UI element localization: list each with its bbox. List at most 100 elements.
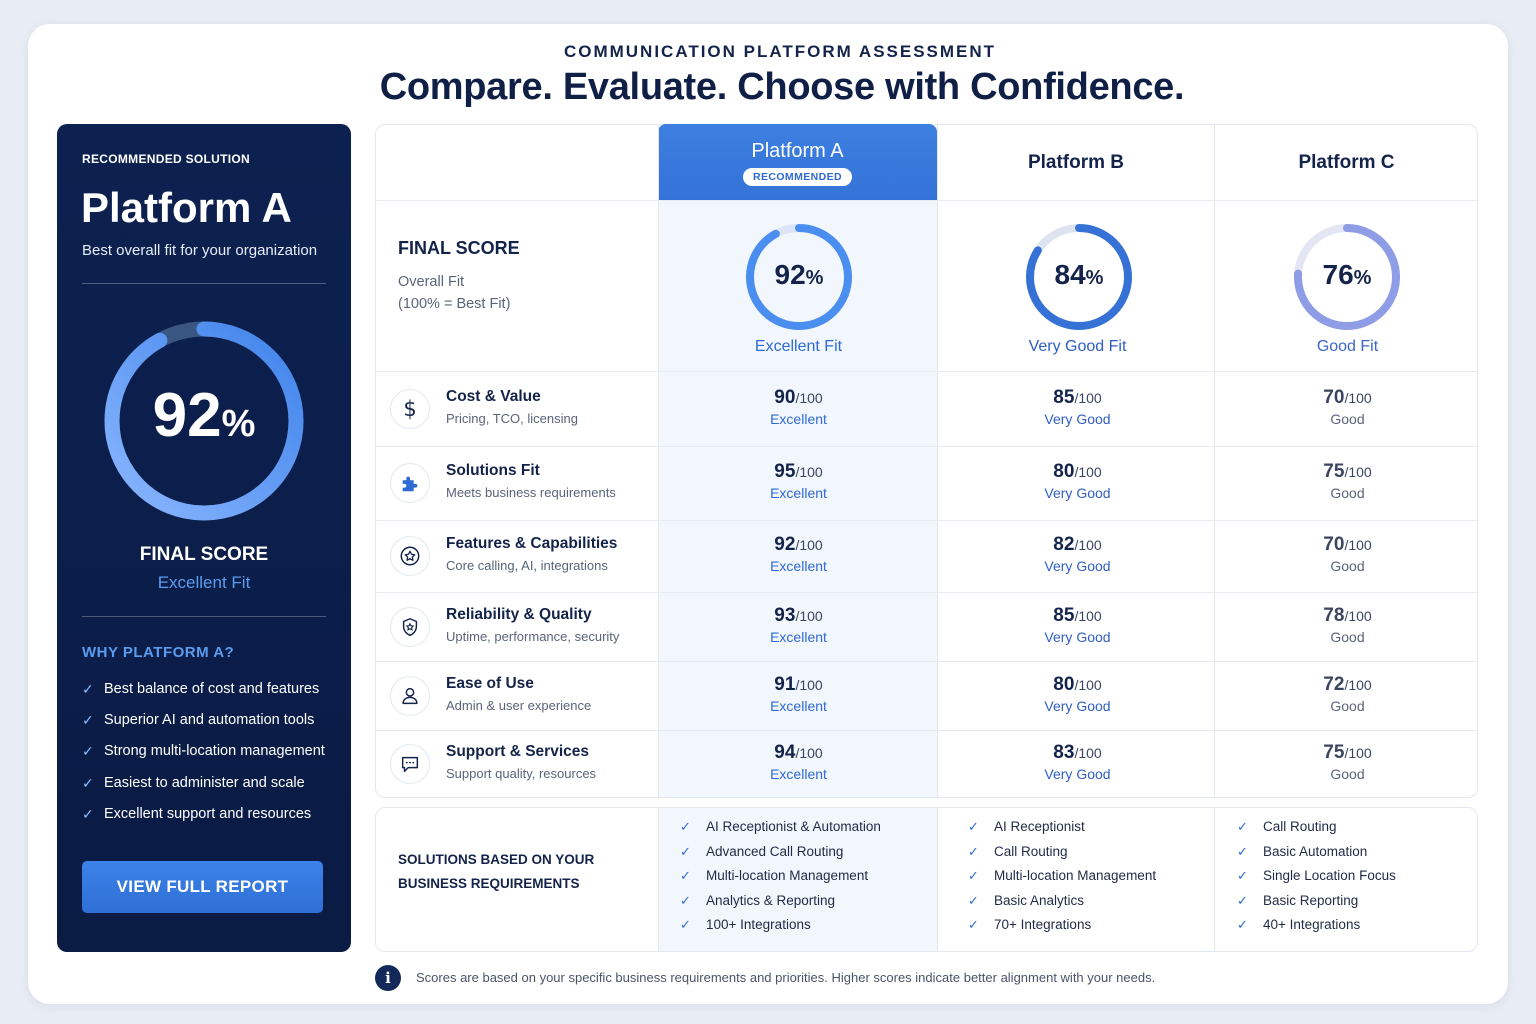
check-icon: ✓ [968,843,979,859]
solution-item: ✓ Call Routing [968,844,1156,869]
ring-graphic [746,224,852,330]
score-rating: Good [1330,558,1365,574]
platform-c-solutions-list: ✓ Call Routing ✓ Basic Automation ✓ Single … [1237,819,1396,942]
criterion-name: Solutions Fit [446,462,540,479]
criterion-description: Support quality, resources [446,765,597,781]
solution-item: ✓ Multi-location Management [680,868,881,893]
check-icon: ✓ [968,819,979,834]
divider [82,283,326,284]
platform-b-fit: Very Good Fit [1028,338,1127,355]
solution-item: ✓ AI Receptionist [968,819,1156,844]
criterion-name: Support & Services [446,742,589,760]
score-cell: 83/100 Very Good [938,742,1217,782]
column-divider [937,124,938,798]
divider [82,616,326,617]
check-icon: ✓ [680,917,691,932]
score-denominator: /100 [795,389,823,406]
final-score-row-subtitle: Overall Fit (100% = Best Fit) [398,274,511,312]
score-denominator: /100 [795,744,823,761]
platform-a-name: Platform A [751,140,844,162]
score-number: 85 [1053,604,1075,626]
platform-a-header[interactable]: Platform A RECOMMENDED [658,124,937,201]
score-rating: Very Good [1044,697,1111,714]
platform-a-solutions-highlight [658,808,937,951]
score-cell: 78/100 Good [1208,605,1487,645]
solution-item: ✓ Advanced Call Routing [680,844,881,869]
score-number: 78 [1323,604,1345,626]
row-divider [376,661,1477,662]
score-number: 80 [1053,673,1075,695]
score-denominator: /100 [1344,676,1372,693]
check-icon: ✓ [1237,843,1248,859]
solution-item: ✓ Basic Automation [1237,844,1396,869]
final-score-label: FINAL SCORE [139,544,269,565]
solution-item: ✓ Basic Analytics [968,893,1156,918]
view-full-report-button[interactable]: VIEW FULL REPORT [82,861,323,913]
solution-item: ✓ 100+ Integrations [680,917,881,942]
dollar-icon: $ [390,388,430,429]
platform-c-score-ring: 76% [1292,222,1402,332]
check-icon: ✓ [82,805,94,822]
score-rating: Excellent [770,485,827,501]
score-number: 90 [774,386,796,408]
ring-graphic [1026,224,1132,330]
score-cell: 80/100 Very Good [938,674,1217,714]
row-divider [376,592,1477,593]
check-icon: ✓ [1237,868,1248,883]
check-icon: ✓ [1237,819,1248,834]
ring-arc [1026,224,1132,330]
reason-item: ✓ Easiest to administer and scale [82,774,305,791]
score-cell: 91/100 Excellent [659,674,938,714]
score-rating: Excellent [770,765,827,782]
score-number: 75 [1323,461,1345,482]
platform-b-score-ring: 84% [1024,222,1134,332]
final-score-ring: 92% [101,318,307,524]
score-rating: Good [1330,628,1365,645]
score-denominator: /100 [1344,464,1372,480]
score-number: 83 [1053,741,1075,763]
reason-item: ✓ Best balance of cost and features [82,681,320,697]
score-number: 70 [1323,386,1345,408]
shield-icon [390,606,430,647]
check-icon: ✓ [1237,892,1248,908]
score-cell: 85/100 Very Good [938,387,1217,427]
score-cell: 70/100 Good [1208,387,1487,427]
platform-b-header[interactable]: Platform B [1027,151,1125,173]
score-cell: 75/100 Good [1208,461,1487,501]
reason-item: ✓ Strong multi-location management [82,743,325,760]
score-rating: Excellent [770,628,827,645]
check-icon: ✓ [680,843,691,859]
score-number: 70 [1323,534,1345,555]
score-denominator: /100 [1344,744,1372,761]
reason-item: ✓ Excellent support and resources [82,805,312,822]
score-cell: 82/100 Very Good [938,534,1217,574]
score-cell: 90/100 Excellent [659,387,938,427]
solution-item: ✓ AI Receptionist & Automation [680,819,881,844]
platform-c-header[interactable]: Platform C [1298,151,1395,173]
score-number: 91 [774,673,796,695]
recommended-badge: RECOMMENDED [743,168,852,186]
column-divider [658,124,659,798]
score-rating: Excellent [770,410,827,427]
score-denominator: /100 [795,537,823,553]
check-icon: ✓ [680,892,691,908]
score-denominator: /100 [795,464,823,480]
solution-item: ✓ Multi-location Management [968,868,1156,893]
score-rating: Very Good [1044,765,1111,782]
score-rating: Very Good [1044,485,1111,501]
footer-note: Scores are based on your specific busine… [416,970,1156,985]
ring-arc [746,224,852,330]
row-divider [376,371,1477,372]
score-rating: Good [1330,765,1365,782]
score-rating: Excellent [770,697,827,714]
score-rating: Excellent [770,558,827,574]
score-ring-arc [104,321,304,521]
score-number: 92 [774,534,796,555]
user-icon [390,675,430,716]
recommended-subtitle: Best overall fit for your organization [82,242,318,259]
score-denominator: /100 [1074,607,1102,624]
reason-list: ✓ Best balance of cost and features ✓ Supe… [82,681,325,837]
score-denominator: /100 [1344,607,1372,624]
criterion-name: Cost & Value [446,387,541,405]
solution-item: ✓ 40+ Integrations [1237,917,1396,942]
